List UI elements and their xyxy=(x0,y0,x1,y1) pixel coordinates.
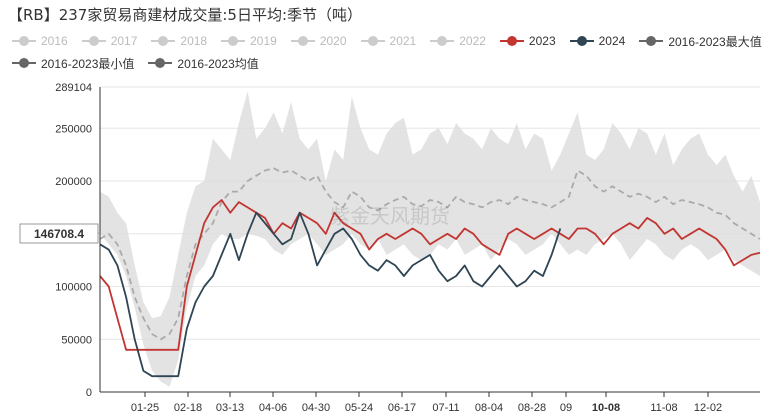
legend-item-max[interactable]: 2016-2023最大值 xyxy=(639,33,762,50)
legend-label: 2017 xyxy=(110,34,138,48)
legend-label: 2019 xyxy=(250,34,277,48)
legend-item-2017[interactable]: 2017 xyxy=(81,34,138,48)
legend-marker-icon xyxy=(12,57,36,69)
legend-marker-icon xyxy=(430,35,455,47)
legend-item-2020[interactable]: 2020 xyxy=(290,34,347,48)
y-tick-label: 0 xyxy=(86,387,92,399)
x-tick-label: 11-08 xyxy=(650,402,677,414)
legend-marker-icon xyxy=(81,35,106,47)
x-tick-label: 06-17 xyxy=(388,402,416,414)
legend-marker-icon xyxy=(639,35,664,47)
watermark-text: 紫金天风期货 xyxy=(330,204,450,228)
y-tick-label: 200000 xyxy=(55,176,92,188)
legend-item-mean[interactable]: 2016-2023均值 xyxy=(148,55,259,72)
legend-label: 2016-2023均值 xyxy=(177,56,259,71)
legend-label: 2024 xyxy=(598,34,626,48)
series-area-max-min xyxy=(100,91,760,387)
legend-item-2016[interactable]: 2016 xyxy=(12,34,68,48)
legend-marker-icon xyxy=(12,35,36,47)
legend-marker-icon xyxy=(290,35,315,47)
legend-item-2024[interactable]: 2024 xyxy=(569,34,626,48)
legend-label: 2016-2023最小值 xyxy=(41,56,135,71)
legend-label: 2021 xyxy=(389,34,417,48)
legend-marker-icon xyxy=(499,35,524,47)
legend-marker-icon xyxy=(151,35,176,47)
x-tick-label: 08-28 xyxy=(518,402,546,414)
x-tick-label: 12-02 xyxy=(694,402,722,414)
y-tick-label: 50000 xyxy=(61,334,92,346)
legend-item-2019[interactable]: 2019 xyxy=(221,34,277,48)
legend-label: 2022 xyxy=(459,34,486,48)
series-line-mean xyxy=(99,167,761,341)
legend-label: 2016-2023最大值 xyxy=(668,34,762,49)
pointer-value: 146708.4 xyxy=(34,227,84,241)
legend-item-min[interactable]: 2016-2023最小值 xyxy=(12,55,134,72)
series-line-2024 xyxy=(99,211,562,378)
series-lines xyxy=(99,167,761,378)
series-line-2023 xyxy=(99,199,761,351)
chart-legend: 2016 2017 2018 2019 2020 2021 2022 2023 … xyxy=(12,30,781,74)
legend-row-1: 2016 2017 2018 2019 2020 2021 2022 2023 … xyxy=(12,30,781,52)
x-tick-label: 08-04 xyxy=(475,402,503,414)
x-tick-label: 10-08 xyxy=(592,402,620,414)
x-tick-label: 04-30 xyxy=(302,402,330,414)
legend-marker-icon xyxy=(569,35,594,47)
y-tick-label: 289104 xyxy=(55,82,92,94)
legend-item-2021[interactable]: 2021 xyxy=(360,34,417,48)
x-tick-label: 05-24 xyxy=(345,402,373,414)
legend-marker-icon xyxy=(360,35,385,47)
legend-item-2018[interactable]: 2018 xyxy=(151,34,207,48)
legend-marker-icon xyxy=(221,35,246,47)
y-tick-label: 100000 xyxy=(55,282,92,294)
x-tick-label: 01-25 xyxy=(131,402,159,414)
legend-label: 2018 xyxy=(180,34,208,48)
x-tick-label: 03-13 xyxy=(216,402,244,414)
x-tick-label: 02-18 xyxy=(174,402,202,414)
x-tick-label: 09 xyxy=(560,402,572,414)
legend-label: 2020 xyxy=(319,34,347,48)
legend-row-2: 2016-2023最小值 2016-2023均值 xyxy=(12,52,781,74)
y-tick-label: 250000 xyxy=(55,123,92,135)
legend-label: 2016 xyxy=(41,34,68,48)
legend-label: 2023 xyxy=(528,34,556,48)
x-tick-label: 04-06 xyxy=(259,402,287,414)
legend-marker-icon xyxy=(148,57,173,69)
x-tick-label: 07-11 xyxy=(432,402,459,414)
legend-item-2023[interactable]: 2023 xyxy=(499,34,556,48)
max-min-band xyxy=(100,91,760,387)
chart-title: 【RB】237家贸易商建材成交量:5日平均:季节（吨） xyxy=(8,6,362,24)
legend-item-2022[interactable]: 2022 xyxy=(430,34,486,48)
pointer-label: 146708.4 xyxy=(19,223,99,244)
